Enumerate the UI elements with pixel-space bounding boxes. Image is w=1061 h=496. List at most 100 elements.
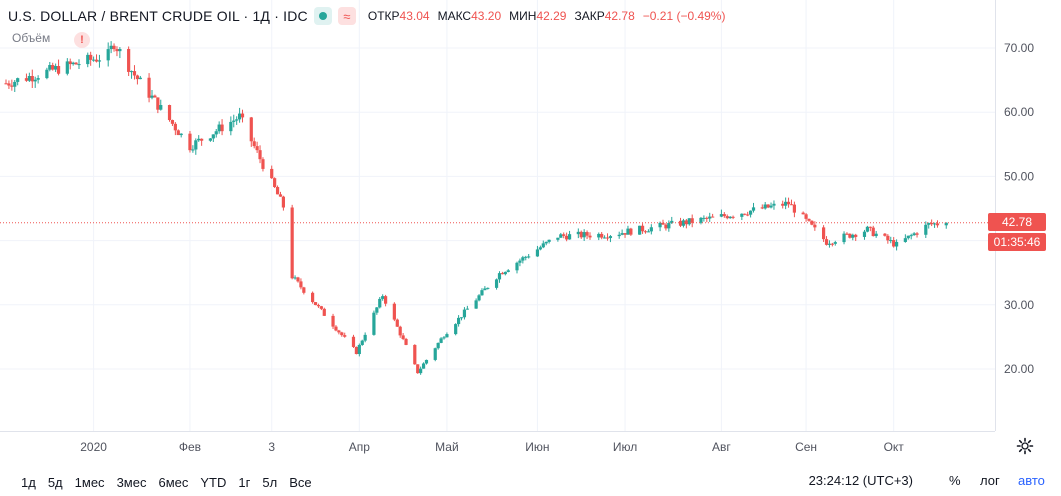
candle[interactable]	[112, 43, 116, 52]
candle[interactable]	[457, 315, 461, 327]
candle[interactable]	[176, 129, 180, 136]
candle[interactable]	[462, 307, 467, 320]
candle[interactable]	[865, 225, 869, 233]
candle[interactable]	[617, 231, 621, 239]
candle[interactable]	[497, 271, 502, 283]
chart-pane[interactable]	[0, 0, 995, 431]
auto-scale-button[interactable]: авто	[1018, 473, 1045, 488]
candle[interactable]	[10, 79, 14, 91]
candle[interactable]	[477, 294, 481, 302]
candle[interactable]	[684, 218, 688, 229]
candle[interactable]	[892, 237, 896, 248]
candle[interactable]	[235, 116, 239, 125]
candle[interactable]	[547, 239, 551, 244]
candle[interactable]	[13, 79, 17, 92]
candle[interactable]	[845, 232, 849, 236]
candle[interactable]	[740, 213, 744, 221]
alert-icon[interactable]: !	[74, 32, 90, 48]
candle[interactable]	[524, 255, 528, 261]
candle[interactable]	[582, 229, 586, 241]
candle[interactable]	[97, 54, 102, 68]
candle[interactable]	[109, 41, 113, 54]
volume-indicator-label[interactable]: Объём	[12, 31, 51, 45]
candle[interactable]	[556, 237, 560, 242]
candle[interactable]	[56, 59, 61, 76]
candle[interactable]	[588, 232, 592, 240]
candlestick-chart[interactable]	[0, 0, 995, 431]
candle[interactable]	[600, 232, 604, 240]
candle[interactable]	[711, 213, 715, 218]
candle[interactable]	[638, 225, 642, 235]
candle[interactable]	[868, 226, 872, 232]
candle[interactable]	[220, 119, 224, 136]
candle[interactable]	[395, 318, 399, 327]
candle[interactable]	[705, 216, 709, 223]
candle[interactable]	[824, 236, 829, 246]
candle[interactable]	[302, 286, 306, 295]
candle[interactable]	[503, 271, 507, 276]
candle[interactable]	[708, 212, 712, 222]
candle[interactable]	[833, 240, 837, 246]
candle[interactable]	[667, 220, 671, 232]
candle[interactable]	[316, 303, 321, 308]
candle[interactable]	[188, 130, 192, 153]
candle[interactable]	[65, 58, 69, 76]
candle[interactable]	[927, 222, 931, 229]
candle[interactable]	[854, 233, 858, 241]
candle[interactable]	[290, 204, 294, 280]
candle[interactable]	[71, 61, 75, 66]
candle[interactable]	[51, 62, 55, 71]
candle[interactable]	[357, 343, 361, 357]
candle[interactable]	[789, 199, 794, 206]
current-time[interactable]: 23:24:12 (UTC+3)	[808, 473, 913, 488]
candle[interactable]	[413, 344, 417, 365]
candle[interactable]	[813, 221, 817, 231]
candle[interactable]	[681, 218, 686, 228]
candle[interactable]	[214, 128, 218, 138]
candle[interactable]	[261, 157, 265, 172]
candle[interactable]	[749, 210, 753, 218]
candle[interactable]	[620, 229, 624, 236]
candle[interactable]	[156, 97, 160, 114]
candle[interactable]	[518, 258, 522, 267]
candle[interactable]	[766, 204, 770, 209]
candle[interactable]	[827, 240, 832, 248]
candle[interactable]	[804, 213, 808, 222]
percent-scale-button[interactable]: %	[949, 473, 961, 488]
candle[interactable]	[68, 58, 72, 70]
candle[interactable]	[433, 347, 437, 362]
candle[interactable]	[702, 215, 706, 222]
candle[interactable]	[273, 177, 277, 189]
candle[interactable]	[7, 80, 11, 89]
market-status-dot-icon[interactable]	[313, 7, 332, 25]
gear-icon[interactable]	[1015, 436, 1035, 456]
candle[interactable]	[801, 211, 805, 215]
candle[interactable]	[535, 245, 540, 257]
candle[interactable]	[807, 218, 811, 222]
candle[interactable]	[678, 217, 683, 228]
candle[interactable]	[191, 145, 195, 153]
candle[interactable]	[194, 138, 198, 155]
candle[interactable]	[299, 278, 303, 290]
candle[interactable]	[334, 325, 338, 332]
candle[interactable]	[150, 89, 154, 100]
candle[interactable]	[810, 220, 814, 226]
range-all-button[interactable]: Все	[289, 474, 312, 490]
candle[interactable]	[132, 65, 137, 80]
candle[interactable]	[889, 236, 893, 244]
candle[interactable]	[842, 231, 846, 245]
candle[interactable]	[719, 209, 723, 218]
candle[interactable]	[576, 228, 580, 239]
candle[interactable]	[474, 298, 478, 309]
candle[interactable]	[903, 234, 907, 243]
candle[interactable]	[173, 122, 177, 136]
candle[interactable]	[360, 339, 364, 346]
candle[interactable]	[483, 286, 487, 291]
candle[interactable]	[862, 229, 867, 240]
candle[interactable]	[603, 235, 607, 239]
candle[interactable]	[725, 214, 729, 220]
candle[interactable]	[340, 331, 344, 337]
candle[interactable]	[935, 220, 940, 228]
candle[interactable]	[784, 197, 788, 210]
candle[interactable]	[106, 42, 110, 67]
